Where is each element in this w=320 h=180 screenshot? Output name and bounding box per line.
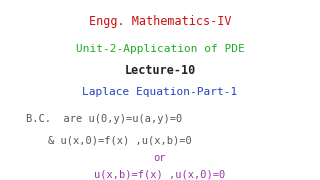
Text: Unit-2-Application of PDE: Unit-2-Application of PDE: [76, 44, 244, 54]
Text: Engg. Mathematics-IV: Engg. Mathematics-IV: [89, 15, 231, 28]
Text: Laplace Equation-Part-1: Laplace Equation-Part-1: [82, 87, 238, 97]
Text: or: or: [154, 153, 166, 163]
Text: Lecture-10: Lecture-10: [124, 64, 196, 77]
Text: B.C.  are u(0,y)=u(a,y)=0: B.C. are u(0,y)=u(a,y)=0: [26, 114, 182, 124]
Text: u(x,b)=f(x) ,u(x,0)=0: u(x,b)=f(x) ,u(x,0)=0: [94, 170, 226, 180]
Text: & u(x,0)=f(x) ,u(x,b)=0: & u(x,0)=f(x) ,u(x,b)=0: [48, 135, 192, 145]
